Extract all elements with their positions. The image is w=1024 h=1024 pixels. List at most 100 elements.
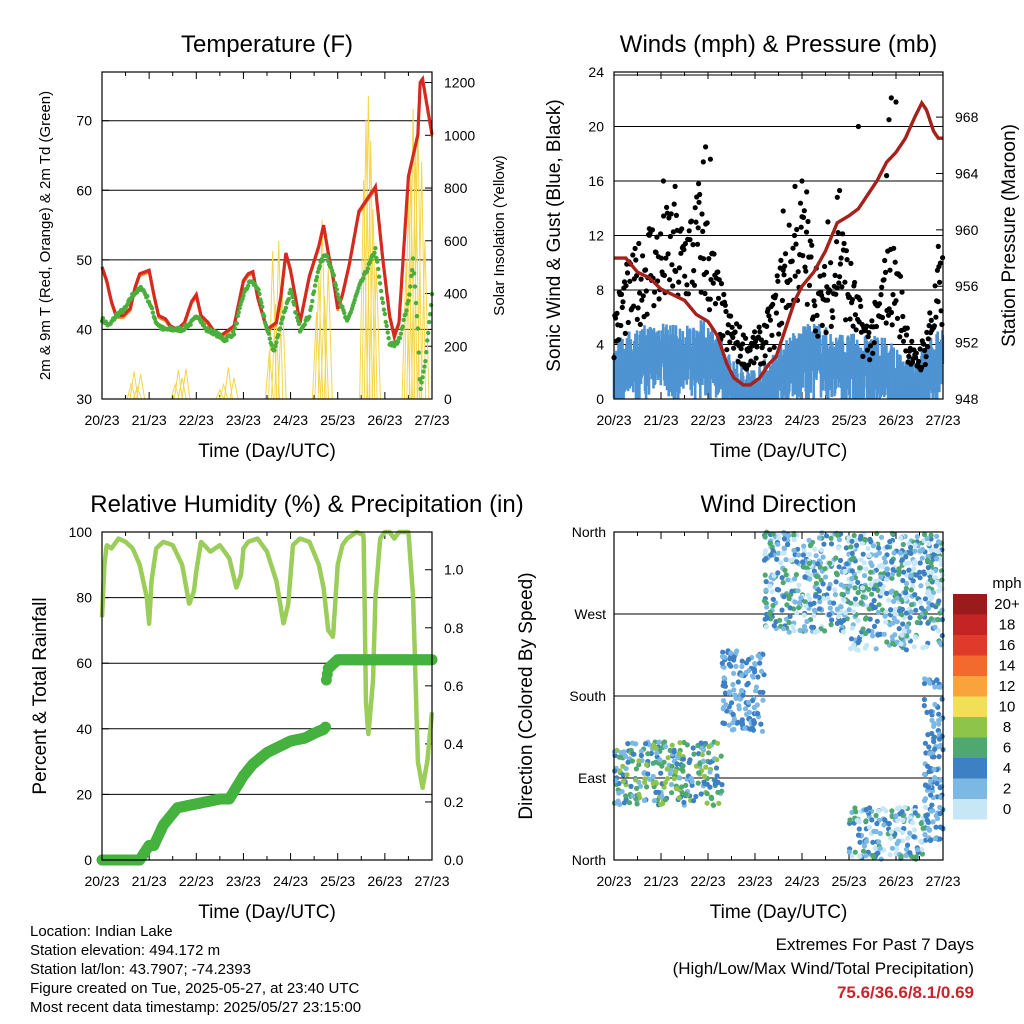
solar-spike	[126, 383, 136, 400]
direction-point	[796, 582, 802, 588]
gust-point	[661, 213, 667, 219]
gust-point	[769, 332, 775, 338]
y-tick-label: East	[578, 770, 606, 786]
direction-point	[699, 752, 705, 758]
direction-point	[780, 550, 786, 556]
solar-spike	[181, 368, 191, 400]
gust-point	[840, 231, 846, 237]
direction-point	[658, 770, 664, 776]
direction-point	[890, 640, 896, 647]
direction-point	[753, 684, 760, 690]
gust-point	[833, 291, 839, 297]
dewpoint-point	[383, 319, 388, 325]
legend-swatch	[953, 737, 987, 758]
y-axis-label: Direction (Colored By Speed)	[516, 572, 537, 819]
direction-point	[739, 663, 745, 670]
direction-point	[837, 557, 844, 564]
wind-direction-series	[611, 529, 946, 862]
speed-legend: mph 20+ 18 16 14 12 10 8 6 4 2 0	[953, 575, 1022, 820]
solar-spike	[420, 240, 430, 400]
direction-point	[873, 646, 879, 652]
direction-point	[794, 610, 800, 616]
direction-point	[899, 632, 905, 638]
direction-point	[716, 800, 722, 807]
y-tick-label: 20	[588, 119, 604, 135]
gust-point	[850, 323, 856, 329]
gust-point	[865, 334, 871, 340]
y-axis-right-label: Station Pressure (Maroon)	[999, 124, 1020, 347]
direction-point	[612, 768, 618, 774]
y-right-tick-label: 0.4	[444, 736, 464, 752]
gust-point	[637, 321, 643, 327]
direction-point	[899, 606, 906, 613]
direction-point	[877, 830, 883, 837]
direction-point	[925, 605, 932, 612]
dewpoint-point	[292, 302, 297, 307]
gust-point	[799, 178, 805, 184]
gust-point	[673, 268, 679, 274]
gust-point	[913, 355, 919, 361]
direction-point	[828, 622, 834, 628]
direction-point	[776, 587, 782, 593]
dewpoint-point	[374, 255, 379, 261]
direction-point	[907, 815, 913, 821]
x-axis-label: Time (Day/UTC)	[198, 441, 336, 462]
direction-point	[698, 740, 704, 746]
direction-point	[729, 700, 735, 706]
direction-point	[881, 631, 887, 637]
gust-point	[803, 268, 809, 274]
gust-point	[804, 301, 810, 307]
direction-point	[860, 594, 866, 600]
direction-point	[775, 570, 781, 576]
direction-point	[669, 763, 675, 769]
dewpoint-point	[421, 369, 426, 374]
gust-point	[778, 257, 784, 263]
direction-point	[847, 583, 853, 589]
direction-point	[702, 773, 708, 780]
direction-point	[876, 563, 883, 569]
direction-point	[779, 607, 785, 613]
direction-point	[846, 607, 852, 613]
gust-point	[881, 277, 887, 283]
direction-point	[902, 804, 908, 810]
direction-point	[720, 720, 726, 726]
gust-point	[814, 312, 820, 318]
legend-label: 8	[1003, 719, 1011, 736]
direction-point	[877, 845, 883, 851]
solar-spike	[223, 367, 233, 400]
gust-point	[700, 159, 706, 165]
direction-point	[900, 817, 906, 824]
gust-point	[767, 317, 774, 323]
dewpoint-point	[410, 268, 415, 273]
gust-point	[935, 243, 941, 249]
gust-point	[860, 353, 866, 359]
direction-point	[676, 795, 682, 801]
direction-point	[706, 750, 712, 756]
direction-point	[891, 598, 897, 605]
station-info: Location: Indian Lake Station elevation:…	[30, 922, 361, 1017]
y-right-tick-label: 0	[444, 391, 452, 407]
direction-point	[689, 782, 695, 788]
direction-point	[759, 728, 766, 734]
dewpoint-point	[224, 338, 229, 343]
gust-point	[703, 144, 709, 150]
direction-point	[863, 566, 869, 572]
gust-point	[884, 173, 890, 179]
gust-point	[838, 255, 844, 261]
y-tick-label: South	[569, 688, 606, 704]
gust-point	[883, 320, 889, 326]
y-right-tick-label: 0.8	[444, 620, 464, 636]
gust-point	[682, 241, 689, 247]
dewpoint-point	[372, 250, 377, 255]
gust-point	[871, 340, 877, 346]
direction-point	[776, 535, 782, 541]
dewpoint-point	[283, 305, 289, 311]
dewpoint-point	[259, 300, 264, 305]
direction-point	[855, 590, 861, 596]
dewpoint-point	[416, 350, 421, 355]
direction-point	[921, 680, 928, 687]
dewpoint-point	[381, 307, 387, 312]
direction-point	[803, 627, 809, 634]
rainfall-series	[96, 654, 438, 866]
